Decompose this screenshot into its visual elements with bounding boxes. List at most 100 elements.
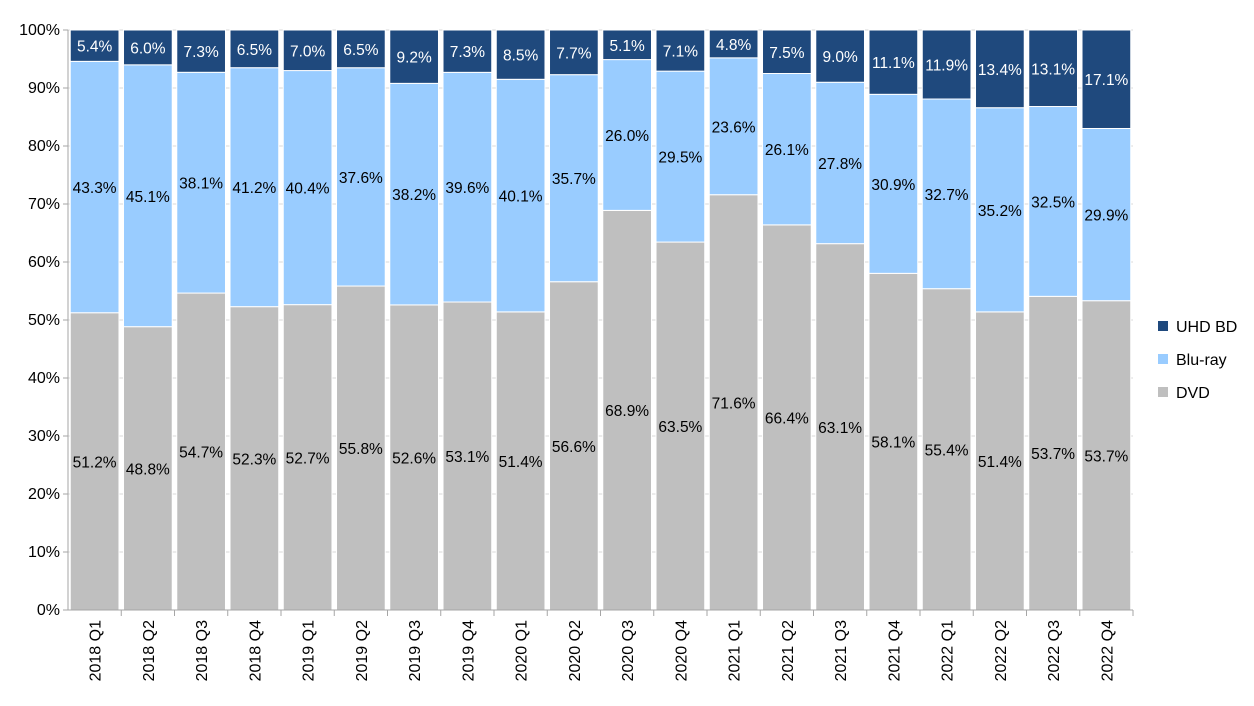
bar-segment-blu-ray <box>282 70 333 306</box>
x-tick-label: 2019 Q1 <box>301 620 318 681</box>
data-label: 32.5% <box>1031 194 1075 211</box>
bar-segment-dvd <box>282 304 333 611</box>
x-tick-label: 2019 Q4 <box>460 620 477 681</box>
bar-segment-dvd <box>442 301 493 611</box>
bar-segment-blu-ray <box>69 60 120 314</box>
data-label: 9.2% <box>396 50 432 67</box>
bar-segment-dvd <box>815 243 865 611</box>
bar-segment-uhd-bd <box>762 29 812 74</box>
bar-segment-blu-ray <box>1028 106 1078 297</box>
data-label: 40.1% <box>499 189 543 206</box>
legend[interactable]: UHD BD Blu-ray DVD <box>1158 319 1237 402</box>
y-tick-label: 60% <box>28 254 60 271</box>
legend-swatch <box>1158 387 1168 397</box>
x-tick-label: 2020 Q1 <box>514 620 531 681</box>
data-label: 27.8% <box>818 156 862 173</box>
data-label: 9.0% <box>822 49 858 66</box>
data-label: 11.1% <box>872 55 915 72</box>
data-label: 48.8% <box>126 461 170 478</box>
data-label: 7.3% <box>450 44 486 61</box>
x-tick-label: 2022 Q3 <box>1046 620 1063 681</box>
x-tick-label: 2018 Q4 <box>247 620 264 681</box>
y-tick-label: 40% <box>28 370 60 387</box>
bar-segment-dvd <box>549 281 599 611</box>
bar-segment-uhd-bd <box>229 29 280 69</box>
bar-segment-dvd <box>229 306 280 611</box>
data-label: 43.3% <box>73 180 117 197</box>
bar-segment-dvd <box>336 285 386 611</box>
y-tick-label: 30% <box>28 428 60 445</box>
data-label: 11.9% <box>925 58 968 75</box>
data-label: 63.5% <box>658 419 702 436</box>
bar-segment-uhd-bd <box>442 29 493 73</box>
x-tick-label: 2018 Q1 <box>88 620 105 681</box>
legend-item-uhd-bd[interactable]: UHD BD <box>1158 319 1237 336</box>
legend-label: UHD BD <box>1176 319 1237 336</box>
bar-segment-uhd-bd <box>1081 29 1132 129</box>
x-tick-label: 2018 Q3 <box>194 620 211 681</box>
data-label: 6.5% <box>237 42 273 59</box>
legend-item-dvd[interactable]: DVD <box>1158 385 1210 402</box>
data-label: 13.4% <box>978 62 1022 79</box>
data-label: 38.2% <box>392 187 436 204</box>
bar-segment-dvd <box>495 311 546 611</box>
bar-segment-blu-ray <box>815 81 865 245</box>
x-tick-label: 2020 Q4 <box>673 620 690 681</box>
data-label: 7.1% <box>663 44 699 61</box>
legend-label: Blu-ray <box>1176 352 1227 369</box>
bar-segment-blu-ray <box>921 98 972 290</box>
bar-segment-uhd-bd <box>655 29 706 72</box>
bar-segment-dvd <box>602 209 652 611</box>
bar-segment-uhd-bd <box>975 29 1025 109</box>
y-tick-label: 20% <box>28 486 60 503</box>
bar-segment-uhd-bd <box>69 29 120 62</box>
y-axis: 0% 10% 20% 30% 40% 50% 60% 70% 80% 90% 100% <box>19 22 69 619</box>
data-label: 39.6% <box>445 180 489 197</box>
data-label: 17.1% <box>1084 72 1128 89</box>
data-label: 6.5% <box>343 42 379 59</box>
data-label: 35.7% <box>552 171 596 188</box>
y-tick-label: 70% <box>28 196 60 213</box>
x-tick-label: 2021 Q3 <box>833 620 850 681</box>
data-label: 7.3% <box>183 44 219 61</box>
data-label: 40.4% <box>286 181 330 198</box>
bar-segment-blu-ray <box>708 57 759 196</box>
data-label: 45.1% <box>126 189 170 206</box>
bar-segment-uhd-bd <box>336 29 386 69</box>
legend-item-blu-ray[interactable]: Blu-ray <box>1158 352 1227 369</box>
bar-segment-blu-ray <box>1081 127 1132 302</box>
data-labels: 51.2% 43.3% 5.4% 48.8% 45.1% 6.0% 54.7% 38.1% 7.… <box>73 37 1129 478</box>
bar-segment-uhd-bd <box>921 29 972 100</box>
data-label: 26.0% <box>605 128 649 145</box>
bar-segment-dvd <box>389 304 439 611</box>
bar-segment-uhd-bd <box>389 29 439 84</box>
data-label: 51.4% <box>499 454 543 471</box>
data-label: 5.4% <box>77 39 113 56</box>
bar-segment-blu-ray <box>762 73 812 226</box>
data-label: 26.1% <box>765 142 809 159</box>
data-label: 7.5% <box>769 45 805 62</box>
bars <box>69 29 1132 611</box>
x-tick-label: 2020 Q3 <box>620 620 637 681</box>
bar-segment-uhd-bd <box>1028 29 1078 108</box>
bar-segment-uhd-bd <box>708 29 759 59</box>
data-label: 5.1% <box>609 38 645 55</box>
x-tick-label: 2022 Q1 <box>940 620 957 681</box>
data-label: 51.2% <box>73 454 117 471</box>
x-tick-label: 2019 Q2 <box>354 620 371 681</box>
data-label: 53.7% <box>1084 448 1128 465</box>
legend-label: DVD <box>1176 385 1210 402</box>
data-label: 6.0% <box>130 40 166 57</box>
data-label: 30.9% <box>871 177 915 194</box>
data-label: 29.5% <box>658 150 702 167</box>
x-tick-label: 2021 Q2 <box>780 620 797 681</box>
data-label: 66.4% <box>765 410 809 427</box>
y-tick-label: 80% <box>28 138 60 155</box>
bar-segment-blu-ray <box>495 78 546 313</box>
data-label: 4.8% <box>716 37 752 54</box>
data-label: 41.2% <box>232 180 276 197</box>
x-tick-label: 2022 Q2 <box>993 620 1010 681</box>
x-tick-label: 2018 Q2 <box>141 620 158 681</box>
bar-segment-blu-ray <box>336 67 386 287</box>
